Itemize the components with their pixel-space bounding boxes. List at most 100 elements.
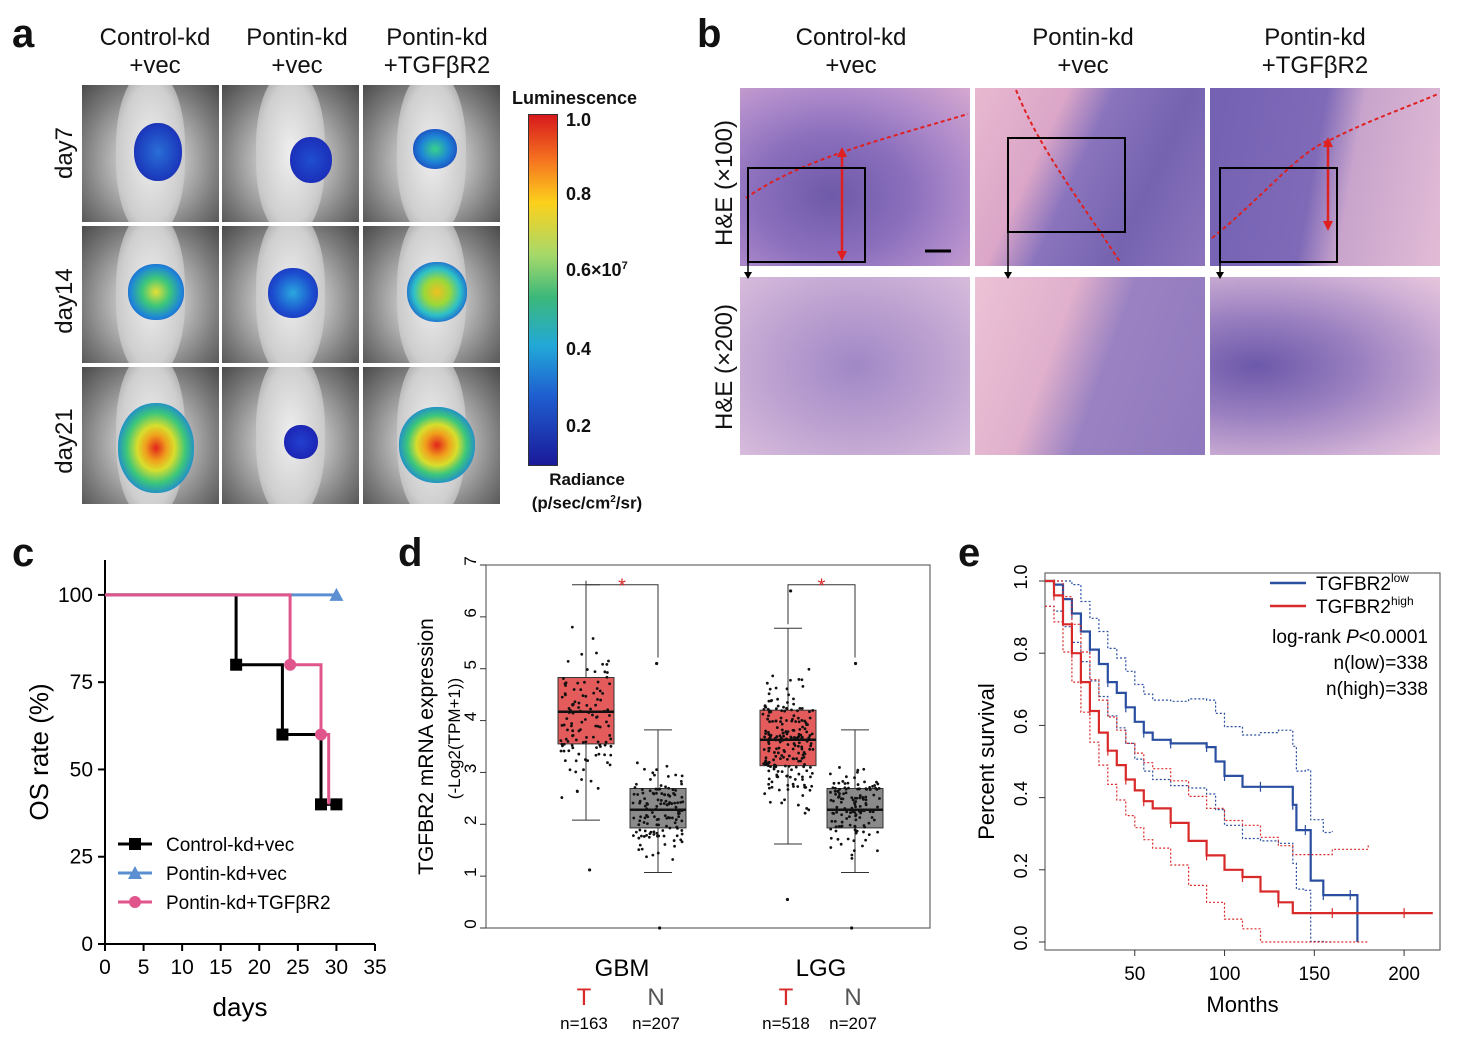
jitter-point [580,720,584,724]
jitter-point [676,826,679,830]
sample-type-label: N [844,984,861,1011]
chart-d-tgfbr2-expression: 0 1 2 3 4 5 6 7 TGFBR2 mRNA expression (-Log2(TPM… [415,556,931,1033]
jitter-point [663,814,667,818]
jitter-point [764,756,768,760]
jitter-point [805,739,809,743]
jitter-point [833,789,837,793]
chart-c-os-rate: 0 5 10 15 20 25 30 35 0 25 50 75 100 days OS rate (%) C… [24,560,387,1022]
jitter-point [567,711,571,714]
jitter-point [603,670,607,674]
jitter-point [844,775,848,779]
jitter-point [673,821,677,825]
jitter-point [809,765,812,769]
jitter-point [774,686,778,690]
jitter-point [779,716,783,720]
jitter-point [828,772,832,776]
jitter-point [773,751,776,754]
y-axis-title: Percent survival [974,683,999,840]
jitter-point [585,704,589,707]
jitter-point [668,794,672,798]
jitter-point [607,659,610,663]
n-low: n(low)=338 [1333,653,1428,674]
jitter-point [808,710,811,714]
jitter-point [594,724,598,728]
jitter-point [585,736,588,739]
outlier-point [853,661,858,666]
jitter-point [580,778,583,781]
jitter-point [829,836,833,840]
colorbar-unit: Radiance (p/sec/cm2/sr) [503,470,671,514]
jitter-point [767,782,771,786]
y-tick-label: 1 [461,867,480,876]
jitter-point [584,758,588,762]
jitter-point [788,775,792,779]
jitter-point [636,793,640,796]
jitter-point [800,745,804,749]
jitter-point [671,858,675,861]
jitter-point [864,795,868,799]
jitter-point [837,825,841,828]
jitter-point [800,747,804,751]
column-header-line2: +vec [825,52,877,79]
jitter-point [594,703,598,707]
jitter-point [605,675,609,679]
jitter-point [874,786,877,790]
jitter-point [797,677,801,681]
y-tick-label: 25 [70,846,93,869]
zoom-box [1007,137,1126,233]
jitter-point [637,836,641,840]
jitter-point [676,801,680,805]
jitter-point [801,778,804,781]
jitter-point [609,737,613,741]
x-tick-label: 0 [99,956,111,979]
jitter-point [657,823,661,827]
jitter-point [768,710,771,714]
jitter-point [809,742,813,745]
confidence-band [1045,580,1369,856]
colorbar-multiplier: ×10 [591,260,622,280]
jitter-point [608,763,612,767]
jitter-point [680,774,684,778]
jitter-point [765,681,769,685]
jitter-point [785,758,789,761]
x-tick-label: 150 [1298,964,1330,985]
jitter-point [582,768,585,772]
jitter-point [675,834,679,838]
colorbar-unit-title: Radiance [549,470,625,489]
jitter-point [593,670,597,673]
panel-e-label: e [958,531,981,575]
jitter-point [801,685,805,688]
jitter-point [767,786,771,790]
jitter-point [775,747,778,751]
jitter-point [785,706,788,710]
jitter-point [658,787,662,791]
jitter-point [680,782,683,786]
jitter-point [774,764,778,768]
jitter-point [562,723,566,727]
tumor-boundary-line [1211,93,1439,239]
jitter-point [596,697,599,701]
outlier-point [658,926,662,930]
data-point [315,798,327,811]
sample-count: n=518 [762,1014,810,1033]
jitter-point [573,700,577,704]
jitter-point [774,707,778,711]
jitter-point [570,625,574,629]
jitter-point [797,741,801,745]
jitter-point [643,816,647,820]
group-label: LGG [796,955,847,982]
jitter-point [564,737,568,741]
jitter-point [772,758,775,762]
jitter-point [790,768,793,772]
jitter-point [810,771,814,775]
jitter-point [638,843,642,847]
jitter-point [778,734,782,738]
jitter-point [679,779,683,783]
jitter-point [635,761,639,765]
jitter-point [653,815,656,819]
outlier-point [655,661,659,666]
jitter-point [829,790,832,794]
jitter-point [799,759,803,763]
bioluminescence-image [82,226,219,363]
jitter-point [864,803,868,807]
